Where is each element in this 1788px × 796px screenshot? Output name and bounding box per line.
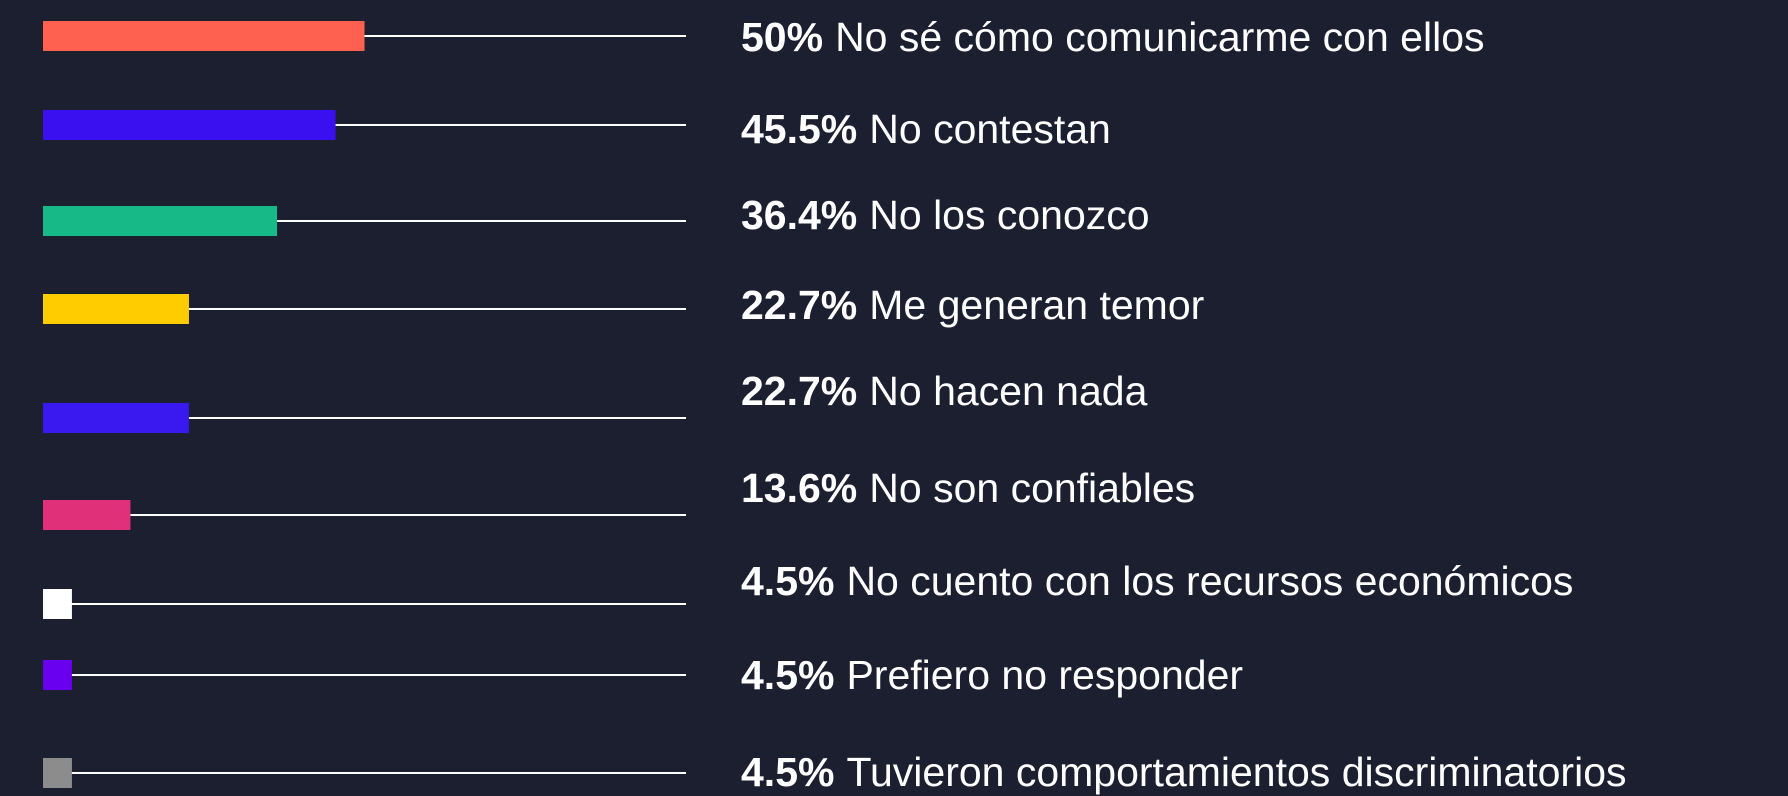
category-label: Tuvieron comportamientos discriminatorio… (846, 749, 1626, 795)
bar-label: 22.7% No hacen nada (741, 368, 1148, 414)
bar-label: 22.7% Me generan temor (741, 282, 1204, 328)
category-label: No son confiables (869, 465, 1195, 511)
category-label: Me generan temor (869, 282, 1204, 328)
value-label: 45.5% (741, 106, 857, 152)
category-label: No los conozco (869, 192, 1149, 238)
bar (43, 294, 189, 324)
category-label: No hacen nada (869, 368, 1147, 414)
bar (43, 110, 336, 140)
bar-label: 36.4% No los conozco (741, 192, 1150, 238)
category-label: Prefiero no responder (846, 652, 1243, 698)
category-label: No cuento con los recursos económicos (846, 558, 1573, 604)
value-label: 50% (741, 14, 823, 60)
bar (43, 660, 72, 690)
bar-label: 4.5% Prefiero no responder (741, 652, 1243, 698)
value-label: 4.5% (741, 558, 834, 604)
bar-label: 50% No sé cómo comunicarme con ellos (741, 14, 1485, 60)
category-label: No contestan (869, 106, 1111, 152)
value-label: 22.7% (741, 368, 857, 414)
value-label: 4.5% (741, 652, 834, 698)
bar (43, 589, 72, 619)
bar (43, 758, 72, 788)
bar (43, 21, 365, 51)
value-label: 36.4% (741, 192, 857, 238)
bar-label: 45.5% No contestan (741, 106, 1111, 152)
value-label: 13.6% (741, 465, 857, 511)
bar (43, 500, 131, 530)
bar-label: 4.5% Tuvieron comportamientos discriminat… (741, 749, 1627, 795)
value-label: 4.5% (741, 749, 834, 795)
bar-label: 4.5% No cuento con los recursos económico… (741, 558, 1573, 604)
bar (43, 206, 278, 236)
category-label: No sé cómo comunicarme con ellos (835, 14, 1484, 60)
value-label: 22.7% (741, 282, 857, 328)
bar (43, 403, 189, 433)
bar-label: 13.6% No son confiables (741, 465, 1195, 511)
